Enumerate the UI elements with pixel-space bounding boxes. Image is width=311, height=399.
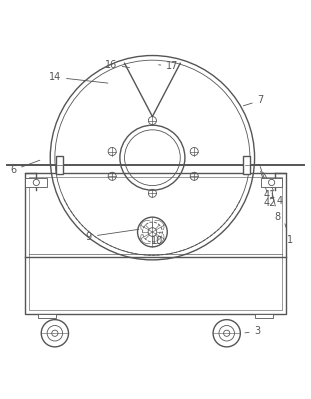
Text: 41: 41 — [260, 166, 276, 200]
Text: 16: 16 — [104, 60, 130, 70]
Text: 14: 14 — [49, 72, 108, 83]
Text: 1: 1 — [285, 224, 293, 245]
Bar — [29, 177, 282, 310]
Text: 6: 6 — [10, 160, 40, 175]
Text: 9: 9 — [86, 229, 139, 242]
Bar — [244, 156, 250, 174]
Text: 42: 42 — [261, 171, 276, 207]
Text: 7: 7 — [243, 95, 264, 106]
Bar — [261, 178, 282, 188]
Text: 4: 4 — [264, 172, 282, 206]
Bar — [255, 314, 273, 318]
Text: 10: 10 — [151, 232, 163, 246]
Circle shape — [50, 55, 255, 260]
Text: 17: 17 — [159, 61, 179, 71]
Bar — [26, 173, 285, 314]
Bar — [38, 314, 56, 318]
Text: 8: 8 — [272, 193, 281, 221]
Circle shape — [137, 217, 167, 247]
Bar — [26, 178, 47, 188]
Bar — [56, 156, 63, 174]
Text: 3: 3 — [245, 326, 261, 336]
